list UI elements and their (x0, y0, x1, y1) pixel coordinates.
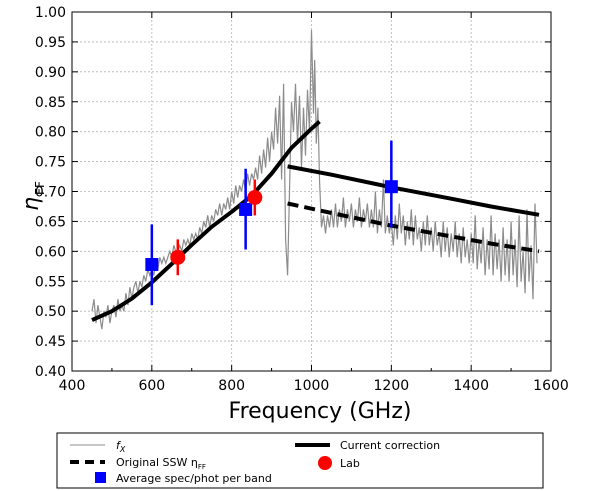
y-tick-label: 0.70 (35, 185, 66, 201)
lab-marker (247, 189, 263, 205)
legend: fX Original SSW ηFF Average spec/phot pe… (56, 432, 544, 489)
y-tick-label: 0.50 (35, 304, 66, 320)
legend-ssw-sub: FF (198, 463, 206, 471)
legend-avg-swatch (95, 472, 106, 483)
y-tick-label: 0.65 (35, 214, 66, 230)
spec-phot-marker (239, 202, 253, 216)
legend-avg-label: Average spec/phot per band (116, 472, 272, 485)
spec-phot-marker (384, 180, 398, 194)
legend-ssw-label: Original SSW η (116, 456, 198, 469)
lab-marker (170, 249, 186, 265)
x-axis-title: Frequency (GHz) (229, 399, 412, 424)
legend-fx-label: f (116, 439, 122, 452)
axis-ticks: 400 600 800 1000 1200 1400 1600 0.40 0.45 0.50 0.5… (35, 5, 569, 394)
y-tick-label: 1.00 (35, 5, 66, 21)
original-ssw-line (287, 201, 540, 254)
y-tick-label: 0.55 (35, 274, 66, 290)
y-tick-label: 0.85 (35, 95, 66, 111)
x-tick-label: 1400 (453, 378, 489, 394)
y-tick-label: 0.60 (35, 244, 66, 260)
svg-text:ηFF: η FF (19, 181, 47, 211)
y-axis-subscript: FF (33, 181, 47, 195)
grid-lines (72, 12, 551, 371)
legend-current-label: Current correction (340, 439, 440, 452)
legend-lab-swatch (318, 456, 332, 470)
y-tick-label: 0.90 (35, 65, 66, 81)
current-correction-line-1 (91, 120, 321, 322)
plot-area (91, 29, 540, 330)
y-axis-title: η FF (19, 181, 47, 211)
x-tick-label: 1000 (294, 378, 330, 394)
y-tick-label: 0.45 (35, 334, 66, 350)
y-tick-label: 0.75 (35, 155, 66, 171)
spec-phot-marker (145, 257, 159, 271)
legend-fx-sub: X (119, 445, 126, 454)
y-tick-label: 0.40 (35, 364, 66, 380)
x-tick-label: 800 (218, 378, 245, 394)
legend-box (56, 432, 544, 489)
current-correction-line-2 (287, 164, 540, 217)
svg-text:fX: fX (116, 439, 126, 454)
y-axis-symbol: η (19, 197, 44, 211)
fx-curve (91, 29, 538, 330)
x-tick-label: 1600 (533, 378, 569, 394)
x-tick-label: 600 (138, 378, 165, 394)
svg-text:Original SSW ηFF: Original SSW ηFF (116, 456, 206, 471)
y-tick-label: 0.80 (35, 125, 66, 141)
y-tick-label: 0.95 (35, 35, 66, 51)
x-tick-label: 1200 (374, 378, 410, 394)
x-tick-label: 400 (59, 378, 86, 394)
legend-lab-label: Lab (340, 457, 360, 470)
